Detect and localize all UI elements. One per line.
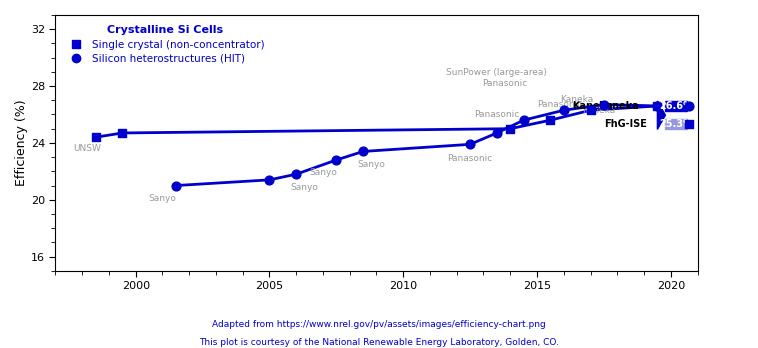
Point [598, 102, 610, 107]
FancyBboxPatch shape [666, 101, 687, 111]
Point [264, 177, 276, 183]
Text: Sanyo: Sanyo [309, 168, 337, 177]
Point [116, 130, 128, 136]
Polygon shape [657, 101, 666, 129]
Point [290, 172, 302, 177]
Text: Panasonic: Panasonic [447, 154, 493, 163]
Text: Sanyo: Sanyo [357, 160, 385, 169]
Text: Adapted from https://www.nrel.gov/pv/assets/images/efficiency-chart.png: Adapted from https://www.nrel.gov/pv/ass… [212, 320, 546, 329]
Point [683, 103, 695, 109]
Text: Kaneka: Kaneka [572, 101, 612, 111]
Point [651, 103, 663, 109]
Point [464, 142, 476, 147]
Point [558, 108, 570, 113]
Text: 25.3%: 25.3% [659, 119, 693, 129]
Text: Kaneka: Kaneka [582, 106, 615, 115]
Text: FhG-ISE: FhG-ISE [604, 119, 647, 129]
Text: Panasonic: Panasonic [537, 100, 582, 109]
Text: Sanyo: Sanyo [149, 194, 177, 203]
Point [544, 117, 556, 123]
Text: 26.6%: 26.6% [659, 101, 693, 111]
Text: Panasonic: Panasonic [482, 79, 528, 88]
Point [518, 117, 530, 123]
Text: Kaneka: Kaneka [599, 101, 639, 111]
Text: SunPower (large-area): SunPower (large-area) [446, 68, 547, 77]
Point [89, 134, 102, 140]
Text: This plot is courtesy of the National Renewable Energy Laboratory, Golden, CO.: This plot is courtesy of the National Re… [199, 338, 559, 347]
Text: UNSW: UNSW [74, 144, 102, 153]
Point [330, 157, 343, 163]
Legend: Single crystal (non-concentrator), Silicon heterostructures (HIT): Single crystal (non-concentrator), Silic… [61, 20, 270, 69]
Text: Kaneka: Kaneka [560, 95, 594, 104]
Y-axis label: Efficiency (%): Efficiency (%) [15, 100, 28, 186]
Text: Panasonic: Panasonic [475, 110, 519, 119]
Point [584, 108, 597, 113]
Point [491, 130, 503, 136]
Point [683, 122, 695, 127]
Point [651, 103, 663, 109]
Text: Sanyo: Sanyo [290, 183, 318, 192]
FancyBboxPatch shape [666, 119, 687, 129]
Point [504, 126, 516, 132]
Point [357, 149, 369, 154]
Point [170, 183, 182, 188]
